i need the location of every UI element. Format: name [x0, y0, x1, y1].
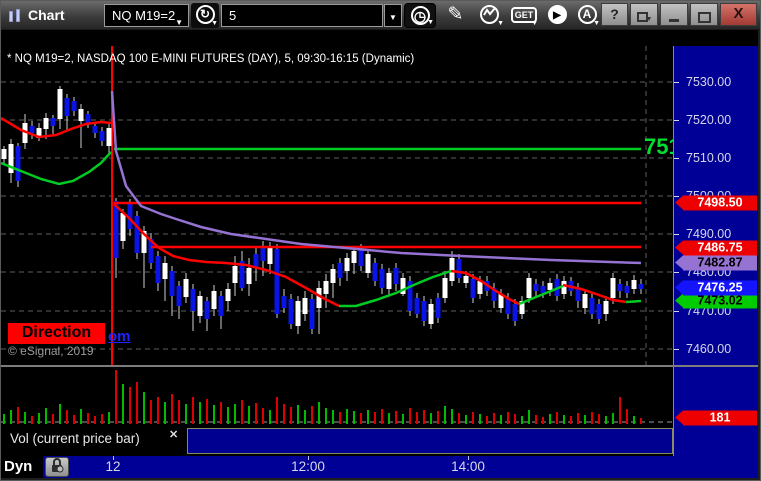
tag-arrow-icon: [675, 293, 683, 308]
tag-arrow-icon: [675, 195, 683, 210]
pane-divider[interactable]: [1, 365, 758, 367]
tag-arrow-icon: [675, 280, 683, 295]
indicator-tab-row: Vol (current price bar) ✕: [1, 426, 673, 456]
maximize-button[interactable]: [690, 3, 718, 26]
interval-value: 5: [229, 8, 237, 23]
tag-arrow-icon: [675, 255, 683, 270]
tab-volume[interactable]: Vol (current price bar): [10, 431, 140, 446]
studies-button[interactable]: ▼: [474, 3, 505, 28]
copyright-text: © eSignal, 2019: [8, 344, 94, 358]
play-button[interactable]: ▶: [543, 3, 571, 28]
chevron-down-icon: ▼: [497, 20, 504, 27]
price-tick: [674, 311, 679, 312]
price-tag: 7473.02: [675, 293, 757, 309]
symbol-value: NQ M19=2: [112, 8, 176, 23]
price-axis-label: 7510.00: [686, 151, 732, 165]
chevron-down-icon: ▼: [593, 20, 600, 27]
time-axis[interactable]: Dyn 12 12:00 14:00: [1, 456, 758, 478]
letter-a-icon: A: [577, 5, 597, 24]
maximize-icon: [697, 10, 711, 28]
price-axis-label: 7530.00: [686, 75, 732, 89]
time-tick: [113, 456, 114, 460]
lock-button[interactable]: [45, 457, 69, 477]
chart-title: * NQ M19=2, NASDAQ 100 E-MINI FUTURES (D…: [7, 53, 415, 65]
price-tick: [674, 272, 679, 273]
zigzag-icon: [480, 5, 499, 24]
chevron-down-icon: ▼: [175, 18, 183, 27]
symbol-dropdown[interactable]: NQ M19=2 ▼: [104, 4, 189, 27]
minimize-button[interactable]: [660, 3, 688, 26]
window-title: Chart: [28, 7, 65, 23]
pencil-icon: ✎: [447, 4, 464, 25]
interval-input[interactable]: 5: [221, 4, 383, 27]
question-icon: ?: [610, 6, 619, 22]
play-icon: ▶: [547, 5, 567, 24]
price-tick: [674, 234, 679, 235]
price-tag: 7482.87: [675, 255, 757, 271]
price-axis-label: 7460.00: [686, 342, 732, 356]
gear-icon: ↻: [195, 5, 215, 24]
alerts-button[interactable]: A ▼: [573, 3, 601, 28]
time-axis-label: 14:00: [451, 459, 485, 474]
tag-arrow-icon: [675, 410, 683, 425]
dyn-mode-label[interactable]: Dyn: [1, 456, 43, 478]
price-tag: 7476.25: [675, 280, 757, 296]
settings-button[interactable]: ↻ ▼: [191, 3, 219, 28]
direction-watermark: Direction: [8, 323, 105, 344]
restore-button[interactable]: [630, 3, 658, 26]
chevron-down-icon: ▼: [389, 13, 397, 22]
price-axis-label: 7520.00: [686, 113, 732, 127]
price-tick: [674, 120, 679, 121]
price-tick: [674, 158, 679, 159]
volume-pane[interactable]: [1, 367, 673, 426]
price-axis-label: 7490.00: [686, 227, 732, 241]
price-tick: [674, 82, 679, 83]
window-right-edge: [758, 30, 760, 480]
chevron-down-icon: ▼: [211, 20, 218, 27]
price-tag: 181: [675, 410, 757, 426]
watermark-link-text: om: [108, 328, 131, 345]
tab-row-panel: [187, 428, 673, 454]
interval-dropdown-button[interactable]: ▼: [384, 4, 402, 27]
time-axis-label: 12:00: [291, 459, 325, 474]
time-axis-label: 12: [105, 459, 121, 474]
title-bar[interactable]: Chart NQ M19=2 ▼ ↻ ▼ 5 ▼ ◷ ▼ ✎ ▼: [1, 1, 760, 30]
price-tag: 7486.75: [675, 240, 757, 256]
close-icon: X: [733, 5, 744, 22]
get-button[interactable]: GET ▼: [509, 3, 539, 28]
chart-icon: [9, 9, 23, 23]
help-button[interactable]: ?: [601, 3, 628, 26]
green-level-label: 751: [644, 134, 673, 159]
volume-axis[interactable]: 181: [673, 367, 758, 456]
close-icon[interactable]: ✕: [169, 429, 179, 441]
restore-icon: [637, 10, 651, 28]
chevron-down-icon: ▼: [427, 19, 434, 26]
candlestick-chart: [1, 46, 673, 365]
time-tick: [308, 456, 309, 460]
get-icon: GET: [510, 7, 538, 23]
clock-icon: ◷: [410, 6, 430, 25]
price-tag: 7498.50: [675, 195, 757, 211]
volume-chart: [1, 370, 673, 424]
chevron-down-icon: ▼: [531, 20, 538, 27]
lock-icon: [52, 458, 64, 473]
time-tick: [468, 456, 469, 460]
time-template-button[interactable]: ◷ ▼: [404, 3, 436, 28]
window-bottom-edge: [1, 478, 760, 480]
price-chart-pane[interactable]: [1, 46, 673, 365]
tag-arrow-icon: [675, 240, 683, 255]
draw-button[interactable]: ✎: [441, 3, 470, 28]
close-button[interactable]: X: [720, 3, 757, 26]
price-tick: [674, 349, 679, 350]
price-axis[interactable]: 7530.007520.007510.007500.007490.007480.…: [673, 46, 758, 365]
minimize-icon: [668, 10, 680, 28]
